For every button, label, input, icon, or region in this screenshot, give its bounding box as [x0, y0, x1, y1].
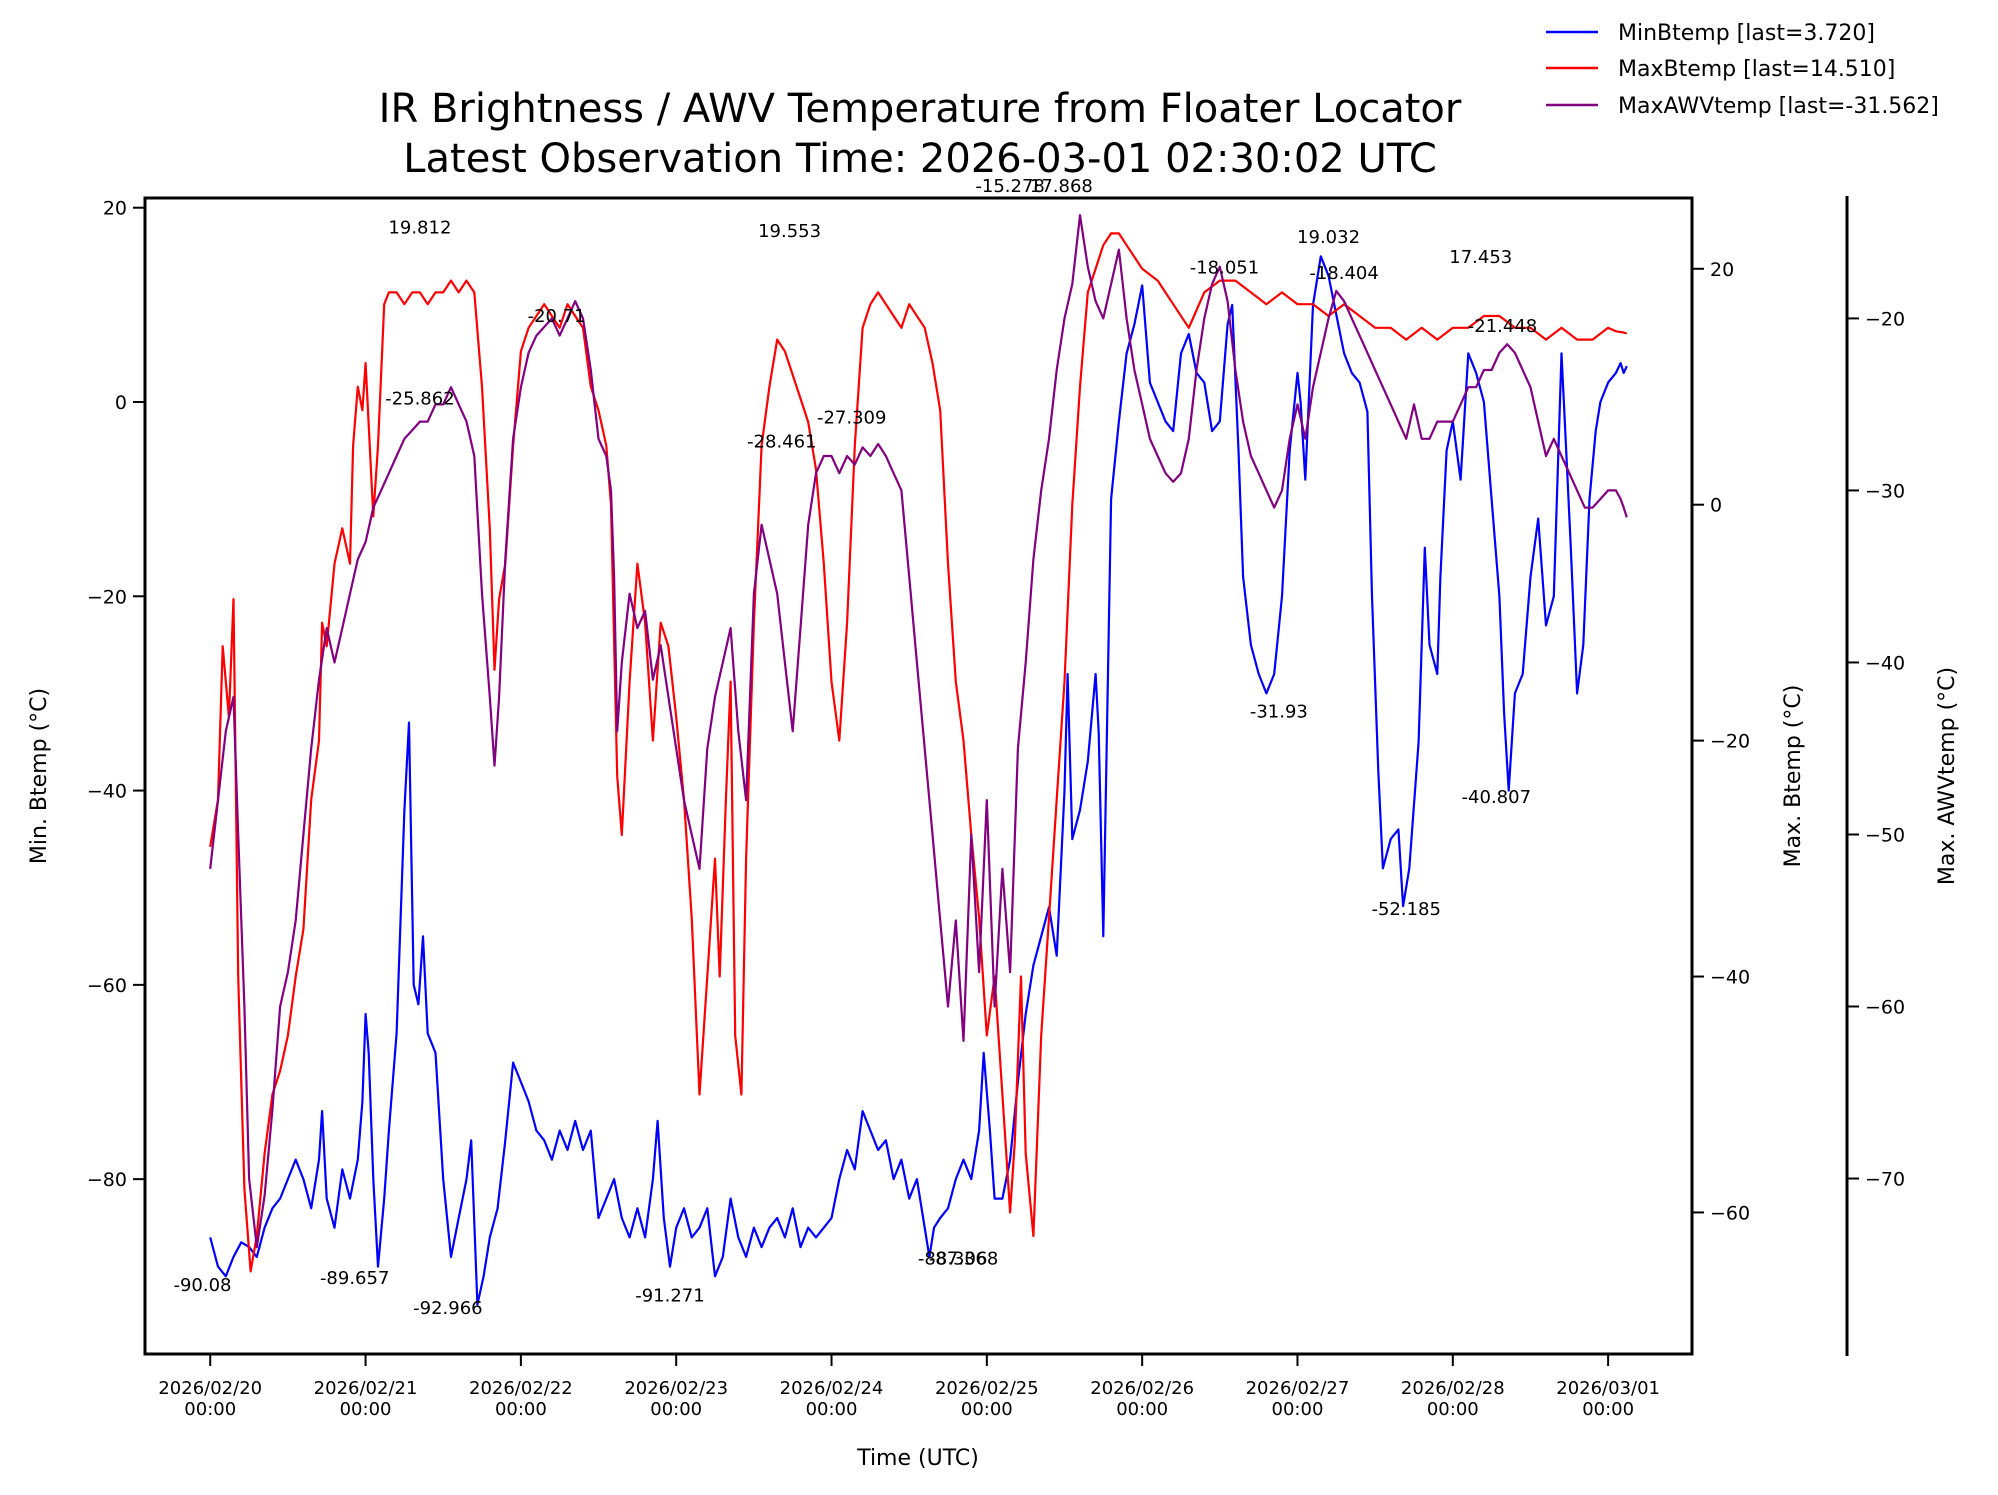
x-axis-label: Time (UTC)	[856, 1446, 979, 1471]
data-label: -89.657	[320, 1268, 389, 1289]
x-tick-label-date: 2026/02/25	[935, 1378, 1039, 1399]
min-axis-label: Min. Btemp (°C)	[27, 688, 52, 864]
data-label: -91.271	[635, 1286, 704, 1307]
series-line-maxbtemp	[209, 232, 1628, 1273]
max-tick-label: 0	[1710, 495, 1722, 517]
min-tick-label: −80	[87, 1169, 127, 1191]
awv-tick-label: −40	[1865, 652, 1905, 674]
data-label: -18.051	[1190, 258, 1259, 279]
min-tick-label: −40	[87, 781, 127, 803]
max-axis-ticks: 20 0 −20 −40 −60	[1692, 259, 1750, 1224]
data-label: 17.453	[1449, 247, 1512, 268]
data-label: 19.812	[388, 217, 451, 238]
max-tick-label: −40	[1710, 967, 1750, 989]
data-label: -88.306	[918, 1249, 987, 1270]
min-tick-label: 20	[103, 198, 127, 220]
min-tick-label: 0	[115, 392, 127, 414]
x-tick-label-time: 00:00	[184, 1399, 236, 1420]
x-tick-label-date: 2026/02/27	[1246, 1378, 1350, 1399]
data-label: -87.368	[929, 1249, 998, 1270]
x-tick-label-date: 2026/02/20	[158, 1378, 262, 1399]
data-label: -28.461	[747, 431, 816, 452]
x-tick-label-time: 00:00	[1582, 1399, 1634, 1420]
legend-label-maxawvtemp: MaxAWVtemp [last=-31.562]	[1618, 94, 1939, 119]
x-tick-label-time: 00:00	[1272, 1399, 1324, 1420]
x-tick-label-date: 2026/02/28	[1401, 1378, 1505, 1399]
series-line-minbtemp	[209, 255, 1628, 1306]
data-label: -20.71	[528, 306, 586, 327]
x-tick-label-time: 00:00	[650, 1399, 702, 1420]
data-label: -40.807	[1462, 787, 1531, 808]
max-tick-label: −60	[1710, 1202, 1750, 1224]
x-tick-label-date: 2026/03/01	[1556, 1378, 1660, 1399]
min-tick-label: −20	[87, 586, 127, 608]
data-label: -90.08	[173, 1275, 231, 1296]
max-tick-label: 20	[1710, 259, 1734, 281]
x-tick-label-time: 00:00	[495, 1399, 547, 1420]
legend-label-minbtemp: MinBtemp [last=3.720]	[1618, 21, 1875, 46]
awv-tick-label: −20	[1865, 308, 1905, 330]
data-label: -52.185	[1371, 899, 1440, 920]
series-line-maxawvtemp	[209, 214, 1628, 1249]
x-tick-label-date: 2026/02/26	[1090, 1378, 1194, 1399]
awv-tick-label: −50	[1865, 824, 1905, 846]
x-tick-label-date: 2026/02/24	[780, 1378, 884, 1399]
x-tick-label-time: 00:00	[961, 1399, 1013, 1420]
x-tick-label-date: 2026/02/22	[469, 1378, 573, 1399]
min-tick-label: −60	[87, 975, 127, 997]
chart-title: IR Brightness / AWV Temperature from Flo…	[379, 86, 1462, 132]
max-axis-label: Max. Btemp (°C)	[1781, 685, 1806, 868]
awv-tick-label: −70	[1865, 1169, 1905, 1191]
x-tick-label-date: 2026/02/23	[624, 1378, 728, 1399]
series-layer	[209, 214, 1628, 1306]
max-tick-label: −20	[1710, 731, 1750, 753]
chart-subtitle: Latest Observation Time: 2026-03-01 02:3…	[403, 136, 1437, 182]
x-tick-label-date: 2026/02/21	[314, 1378, 418, 1399]
awv-tick-label: −30	[1865, 480, 1905, 502]
legend: MinBtemp [last=3.720] MaxBtemp [last=14.…	[1546, 21, 1939, 119]
data-label: 17.868	[1030, 176, 1093, 197]
x-tick-label-time: 00:00	[1427, 1399, 1479, 1420]
data-label: 19.553	[758, 221, 821, 242]
x-axis-ticks: 2026/02/2000:002026/02/2100:002026/02/22…	[158, 1354, 1660, 1420]
data-label: -25.862	[385, 388, 454, 409]
data-label: -27.309	[817, 407, 886, 428]
awv-axis-label: Max. AWVtemp (°C)	[1935, 667, 1960, 885]
x-tick-label-time: 00:00	[340, 1399, 392, 1420]
plot-area-frame	[143, 196, 1694, 1356]
data-label: -92.966	[413, 1298, 482, 1319]
data-label: 19.032	[1297, 227, 1360, 248]
legend-label-maxbtemp: MaxBtemp [last=14.510]	[1618, 57, 1895, 82]
data-label: -31.93	[1250, 702, 1308, 723]
data-label: -15.278	[975, 176, 1044, 197]
min-axis-ticks: 20 0 −20 −40 −60 −80	[87, 198, 145, 1191]
awv-axis-ticks: −20 −30 −40 −50 −60 −70	[1847, 308, 1905, 1191]
data-label: -21.448	[1468, 316, 1537, 337]
x-tick-label-time: 00:00	[1116, 1399, 1168, 1420]
x-tick-label-time: 00:00	[806, 1399, 858, 1420]
annotation-layer: -90.08 -89.657 -92.966 -91.271 -87.368-88.30…	[173, 176, 1537, 1319]
data-label: -18.404	[1309, 263, 1378, 284]
awv-tick-label: −60	[1865, 997, 1905, 1019]
